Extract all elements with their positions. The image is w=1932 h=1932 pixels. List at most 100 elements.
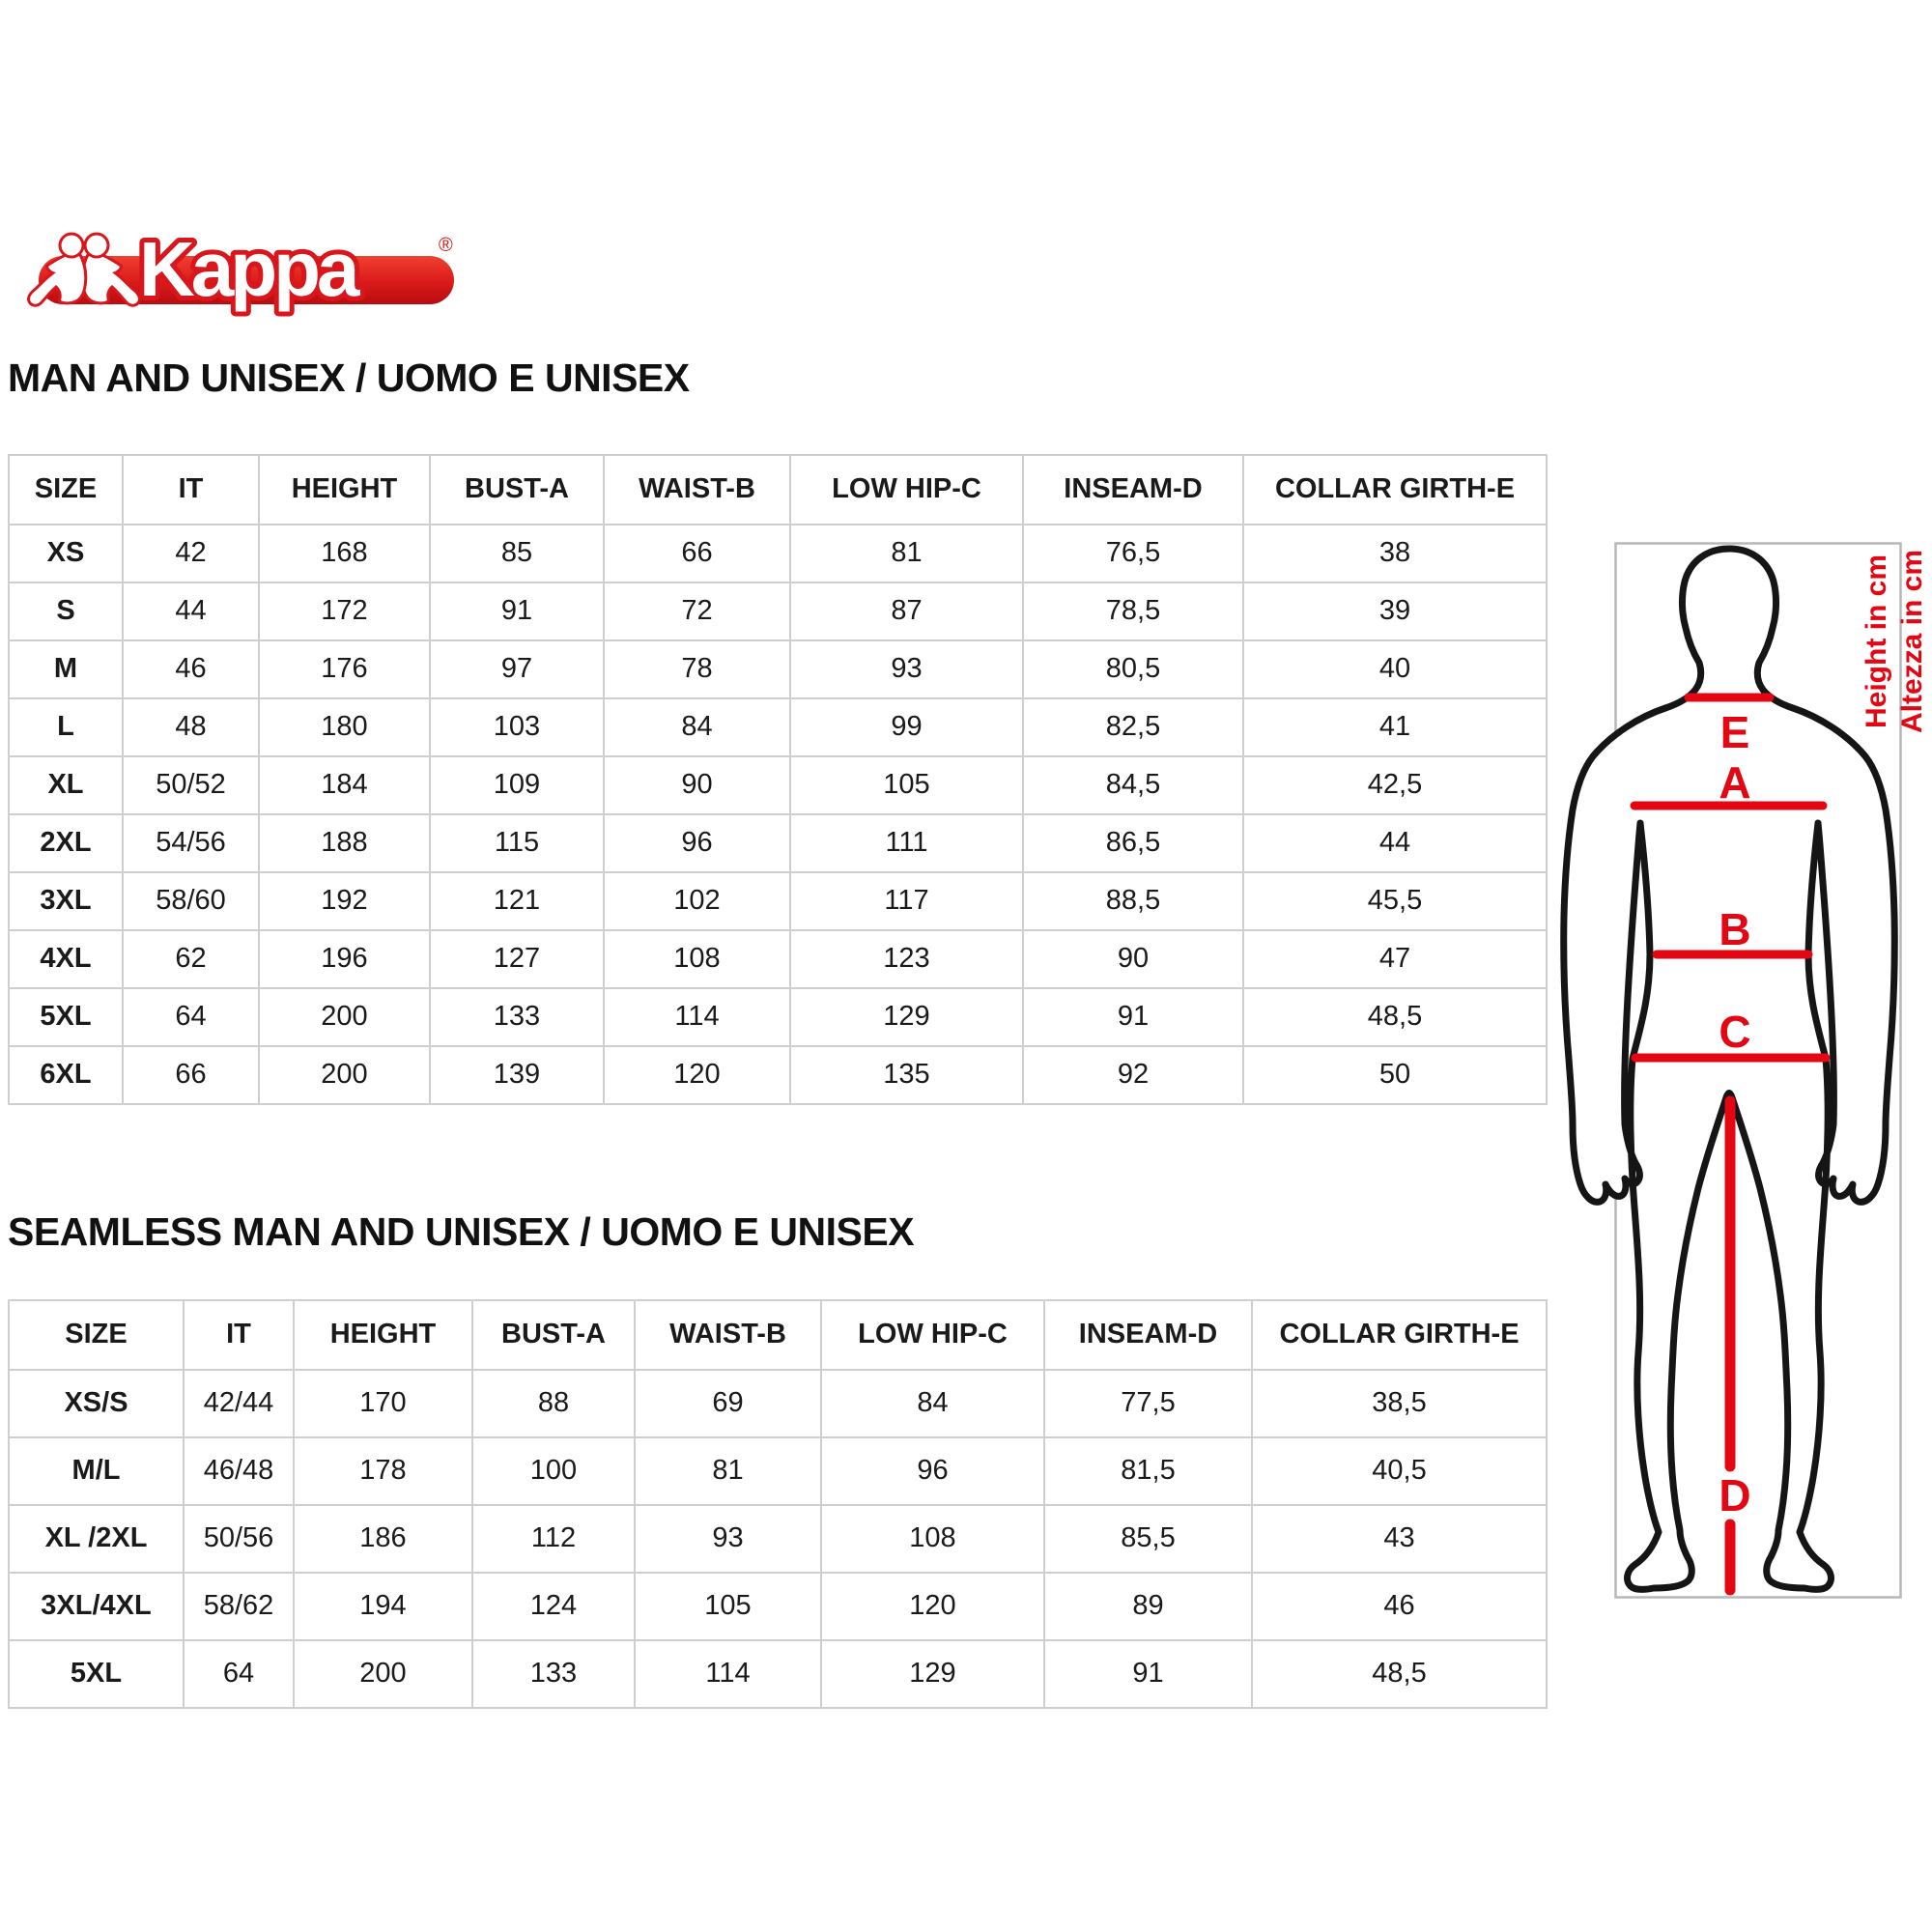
size-cell: 3XL/4XL <box>8 1572 185 1641</box>
value-cell: 72 <box>603 582 791 641</box>
logo-banner <box>39 256 454 304</box>
value-cell: 80,5 <box>1022 639 1244 699</box>
value-cell: 85,5 <box>1043 1504 1253 1574</box>
table-row: 3XL 58/60 192 121 102 117 88,5 45,5 <box>8 871 1548 931</box>
value-cell: 200 <box>293 1639 473 1709</box>
section-heading-man: MAN AND UNISEX / UOMO E UNISEX <box>8 355 690 400</box>
table-row: XS 42 168 85 66 81 76,5 38 <box>8 524 1548 583</box>
size-cell: M <box>8 639 124 699</box>
value-cell: 88 <box>471 1369 636 1438</box>
value-cell: 102 <box>603 871 791 931</box>
size-cell: XL /2XL <box>8 1504 185 1574</box>
size-table-seamless: SIZE IT HEIGHT BUST-A WAIST-B LOW HIP-C INSEAM… <box>8 1299 1548 1709</box>
size-cell: XS/S <box>8 1369 185 1438</box>
column-header: IT <box>183 1299 295 1371</box>
value-cell: 84,5 <box>1022 755 1244 815</box>
column-header: BUST-A <box>471 1299 636 1371</box>
value-cell: 46 <box>122 639 260 699</box>
size-cell: 2XL <box>8 813 124 873</box>
section-heading-seamless: SEAMLESS MAN AND UNISEX / UOMO E UNISEX <box>8 1209 915 1254</box>
value-cell: 180 <box>258 697 431 757</box>
size-cell: S <box>8 582 124 641</box>
value-cell: 139 <box>429 1045 605 1105</box>
value-cell: 135 <box>789 1045 1024 1105</box>
column-header: HEIGHT <box>258 454 431 526</box>
value-cell: 120 <box>603 1045 791 1105</box>
table-row: M 46 176 97 78 93 80,5 40 <box>8 639 1548 699</box>
value-cell: 69 <box>634 1369 822 1438</box>
kappa-logo-graphic: Kappa ® <box>10 221 454 317</box>
header-row: SIZE IT HEIGHT BUST-A WAIST-B LOW HIP-C INSEAM… <box>8 1299 1548 1371</box>
table-body: XS 42 168 85 66 81 76,5 38 S 44 172 91 72 87 78,5 39 M 46… <box>8 524 1548 1105</box>
value-cell: 133 <box>429 987 605 1047</box>
value-cell: 43 <box>1251 1504 1548 1574</box>
column-header: COLLAR GIRTH-E <box>1242 454 1548 526</box>
value-cell: 66 <box>603 524 791 583</box>
column-header: WAIST-B <box>634 1299 822 1371</box>
value-cell: 64 <box>183 1639 295 1709</box>
value-cell: 90 <box>1022 929 1244 989</box>
value-cell: 200 <box>258 1045 431 1105</box>
height-note-en: Height in cm <box>1861 554 1892 728</box>
value-cell: 85 <box>429 524 605 583</box>
value-cell: 184 <box>258 755 431 815</box>
value-cell: 66 <box>122 1045 260 1105</box>
value-cell: 112 <box>471 1504 636 1574</box>
column-header: LOW HIP-C <box>820 1299 1045 1371</box>
value-cell: 50/56 <box>183 1504 295 1574</box>
value-cell: 42/44 <box>183 1369 295 1438</box>
value-cell: 41 <box>1242 697 1548 757</box>
value-cell: 129 <box>789 987 1024 1047</box>
table-row: XL /2XL 50/56 186 112 93 108 85,5 43 <box>8 1504 1548 1574</box>
measurement-figure: E A B C D Height in cm Altezza in cm <box>1546 522 1932 1623</box>
table-row: S 44 172 91 72 87 78,5 39 <box>8 582 1548 641</box>
table-row: 5XL 64 200 133 114 129 91 48,5 <box>8 987 1548 1047</box>
value-cell: 96 <box>603 813 791 873</box>
value-cell: 50/52 <box>122 755 260 815</box>
value-cell: 91 <box>1022 987 1244 1047</box>
value-cell: 48 <box>122 697 260 757</box>
table-header: SIZE IT HEIGHT BUST-A WAIST-B LOW HIP-C INSEAM… <box>8 1299 1548 1371</box>
size-cell: 4XL <box>8 929 124 989</box>
table-row: 3XL/4XL 58/62 194 124 105 120 89 46 <box>8 1572 1548 1641</box>
value-cell: 64 <box>122 987 260 1047</box>
value-cell: 105 <box>634 1572 822 1641</box>
value-cell: 90 <box>603 755 791 815</box>
size-table-man: SIZE IT HEIGHT BUST-A WAIST-B LOW HIP-C INSEAM… <box>8 454 1548 1105</box>
value-cell: 40,5 <box>1251 1436 1548 1506</box>
value-cell: 194 <box>293 1572 473 1641</box>
value-cell: 58/62 <box>183 1572 295 1641</box>
value-cell: 76,5 <box>1022 524 1244 583</box>
label-inseam: D <box>1719 1470 1750 1520</box>
value-cell: 39 <box>1242 582 1548 641</box>
registered-mark: ® <box>439 235 453 256</box>
value-cell: 54/56 <box>122 813 260 873</box>
value-cell: 48,5 <box>1242 987 1548 1047</box>
size-cell: 5XL <box>8 1639 185 1709</box>
value-cell: 46/48 <box>183 1436 295 1506</box>
value-cell: 81,5 <box>1043 1436 1253 1506</box>
value-cell: 87 <box>789 582 1024 641</box>
value-cell: 78,5 <box>1022 582 1244 641</box>
column-header: SIZE <box>8 454 124 526</box>
value-cell: 42,5 <box>1242 755 1548 815</box>
value-cell: 97 <box>429 639 605 699</box>
size-cell: 3XL <box>8 871 124 931</box>
value-cell: 78 <box>603 639 791 699</box>
value-cell: 96 <box>820 1436 1045 1506</box>
value-cell: 111 <box>789 813 1024 873</box>
body-diagram: E A B C D Height in cm Altezza in cm <box>1560 542 1928 1599</box>
logo-wordmark: Kappa <box>139 226 360 312</box>
value-cell: 170 <box>293 1369 473 1438</box>
table-row: XL 50/52 184 109 90 105 84,5 42,5 <box>8 755 1548 815</box>
table-row: 6XL 66 200 139 120 135 92 50 <box>8 1045 1548 1105</box>
value-cell: 99 <box>789 697 1024 757</box>
value-cell: 50 <box>1242 1045 1548 1105</box>
height-note-it: Altezza in cm <box>1896 550 1928 733</box>
column-header: IT <box>122 454 260 526</box>
value-cell: 109 <box>429 755 605 815</box>
value-cell: 127 <box>429 929 605 989</box>
table-row: 5XL 64 200 133 114 129 91 48,5 <box>8 1639 1548 1709</box>
value-cell: 45,5 <box>1242 871 1548 931</box>
label-hip: C <box>1719 1007 1750 1057</box>
